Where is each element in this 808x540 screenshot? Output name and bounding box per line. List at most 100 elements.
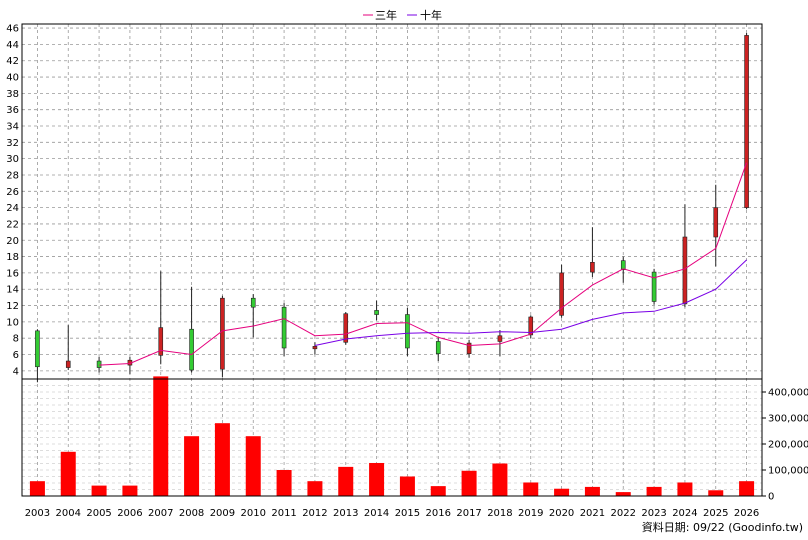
ma-line-3yr bbox=[99, 162, 748, 366]
year-tick-label: 2023 bbox=[641, 508, 666, 519]
candle-body bbox=[682, 236, 688, 305]
volume-bar bbox=[276, 470, 292, 496]
candle-body bbox=[466, 342, 472, 355]
candle-body bbox=[559, 272, 564, 316]
year-tick-label: 2004 bbox=[56, 508, 81, 519]
ma-line-10yr bbox=[314, 259, 747, 346]
price-tick-label: 26 bbox=[6, 187, 19, 198]
candle-body bbox=[65, 360, 71, 368]
volume-bar bbox=[646, 486, 662, 496]
price-tick-label: 4 bbox=[13, 366, 19, 377]
source-label: 資料日期: 09/22 (Goodinfo.tw) bbox=[642, 520, 803, 534]
volume-tick-label: 0 bbox=[768, 492, 774, 503]
candle-body bbox=[435, 341, 441, 355]
year-tick-label: 2017 bbox=[456, 508, 481, 519]
year-tick-label: 2005 bbox=[86, 508, 111, 519]
price-tick-label: 20 bbox=[6, 236, 19, 247]
axes bbox=[21, 23, 763, 497]
price-tick-label: 44 bbox=[6, 40, 19, 51]
year-tick-label: 2022 bbox=[611, 508, 636, 519]
candle-body bbox=[374, 310, 379, 315]
price-tick-label: 18 bbox=[6, 252, 19, 263]
price-tick-label: 24 bbox=[6, 203, 19, 214]
candle-body bbox=[590, 261, 595, 273]
year-tick-label: 2014 bbox=[364, 508, 389, 519]
year-tick-label: 2021 bbox=[580, 508, 605, 519]
candle-body bbox=[35, 330, 40, 368]
moving-average-lines bbox=[99, 162, 748, 366]
candle-body bbox=[343, 313, 349, 343]
year-tick-label: 2007 bbox=[148, 508, 173, 519]
candle-body bbox=[497, 335, 503, 342]
volume-bar bbox=[584, 486, 600, 496]
candle-body bbox=[220, 297, 225, 370]
price-tick-label: 38 bbox=[6, 89, 19, 100]
price-tick-label: 46 bbox=[6, 24, 19, 35]
volume-tick-label: 100,000 bbox=[768, 466, 808, 477]
price-tick-label: 28 bbox=[6, 170, 19, 181]
volume-axis-ticks: 0 100,000 200,000 300,000 400,000 bbox=[762, 388, 808, 503]
volume-bar bbox=[554, 488, 570, 496]
year-tick-label: 2008 bbox=[179, 508, 204, 519]
year-tick-label: 2020 bbox=[549, 508, 574, 519]
year-tick-label: 2025 bbox=[703, 508, 728, 519]
year-tick-label: 2016 bbox=[426, 508, 451, 519]
price-tick-label: 30 bbox=[6, 154, 19, 165]
candle-body bbox=[250, 297, 256, 308]
candle-body bbox=[96, 360, 102, 368]
candle-body bbox=[528, 316, 534, 336]
year-axis-ticks: 2003 2004 2005 2006 2007 2008 2009 2010 2011 2012… bbox=[25, 508, 760, 519]
volume-bar bbox=[369, 462, 385, 496]
candle-body bbox=[281, 306, 287, 349]
legend-label-3yr: 三年 bbox=[375, 8, 397, 22]
price-tick-label: 22 bbox=[6, 219, 19, 230]
legend-label-10yr: 十年 bbox=[420, 8, 442, 22]
year-tick-label: 2026 bbox=[734, 508, 759, 519]
candle-body bbox=[312, 346, 318, 350]
year-tick-label: 2015 bbox=[395, 508, 420, 519]
candle-body bbox=[189, 328, 194, 371]
price-tick-label: 12 bbox=[6, 301, 19, 312]
price-tick-label: 14 bbox=[6, 285, 19, 296]
volume-bar bbox=[708, 490, 724, 496]
volume-bar bbox=[153, 376, 169, 496]
volume-bar bbox=[91, 485, 107, 496]
price-tick-label: 34 bbox=[6, 122, 19, 133]
volume-bar bbox=[214, 423, 230, 496]
price-tick-label: 10 bbox=[6, 317, 19, 328]
candle-body bbox=[744, 35, 749, 208]
candle-body bbox=[158, 327, 164, 356]
year-tick-label: 2003 bbox=[25, 508, 50, 519]
volume-bar bbox=[307, 481, 323, 496]
price-tick-label: 6 bbox=[13, 350, 19, 361]
candle-body bbox=[620, 260, 626, 270]
year-tick-label: 2006 bbox=[117, 508, 142, 519]
volume-bar bbox=[338, 466, 354, 496]
volume-bars bbox=[29, 376, 755, 496]
price-grid bbox=[22, 24, 762, 496]
volume-bar bbox=[430, 486, 446, 496]
price-tick-label: 36 bbox=[6, 105, 19, 116]
volume-tick-label: 400,000 bbox=[768, 388, 808, 399]
volume-grid bbox=[22, 378, 762, 490]
volume-bar bbox=[739, 481, 755, 496]
legend: 三年 十年 bbox=[363, 8, 442, 22]
volume-bar bbox=[677, 482, 693, 496]
candle-body bbox=[713, 207, 719, 238]
candle-body bbox=[651, 271, 657, 302]
year-tick-label: 2011 bbox=[271, 508, 296, 519]
candlesticks bbox=[35, 32, 749, 383]
price-tick-label: 40 bbox=[6, 73, 19, 84]
volume-bar bbox=[184, 436, 200, 496]
volume-bar bbox=[523, 482, 539, 496]
volume-bar bbox=[122, 485, 138, 496]
volume-tick-label: 300,000 bbox=[768, 414, 808, 425]
volume-bar bbox=[615, 492, 631, 496]
year-tick-label: 2018 bbox=[487, 508, 512, 519]
year-tick-label: 2024 bbox=[672, 508, 697, 519]
year-tick-label: 2012 bbox=[302, 508, 327, 519]
year-tick-label: 2010 bbox=[241, 508, 266, 519]
year-tick-label: 2019 bbox=[518, 508, 543, 519]
price-tick-label: 8 bbox=[13, 334, 19, 345]
